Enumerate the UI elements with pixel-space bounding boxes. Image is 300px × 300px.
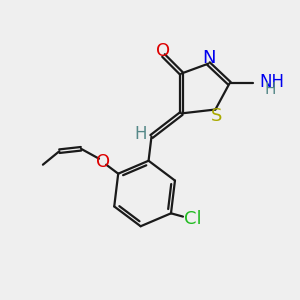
Text: O: O <box>156 42 171 60</box>
Text: O: O <box>95 153 110 171</box>
Text: H: H <box>264 82 276 98</box>
Text: Cl: Cl <box>184 210 201 228</box>
Text: S: S <box>211 106 223 124</box>
Text: N: N <box>202 49 215 67</box>
Text: H: H <box>135 125 147 143</box>
Text: NH: NH <box>259 73 284 91</box>
